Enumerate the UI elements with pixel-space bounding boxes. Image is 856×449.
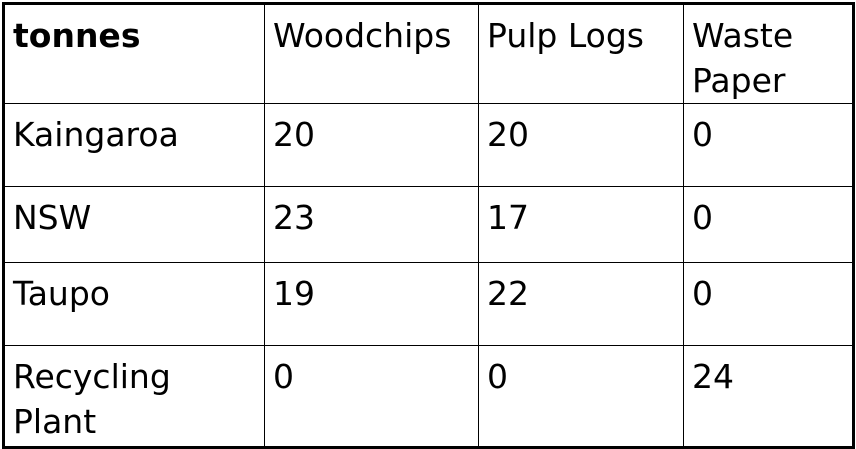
table-cell: 0 xyxy=(264,345,479,448)
column-header-pulp-logs: Pulp Logs xyxy=(478,3,684,104)
row-header-nsw: NSW xyxy=(3,186,265,263)
table-cell: 0 xyxy=(478,345,684,448)
table-cell: 24 xyxy=(683,345,854,448)
table-cell: 0 xyxy=(683,262,854,346)
row-header-recycling-plant: Recycling Plant xyxy=(3,345,265,448)
table-cell: 17 xyxy=(478,186,684,263)
table-cell: 20 xyxy=(264,103,479,187)
table-row: Kaingaroa 20 20 0 xyxy=(3,103,854,187)
table-cell: 20 xyxy=(478,103,684,187)
table-cell: 0 xyxy=(683,186,854,263)
table-row: Recycling Plant 0 0 24 xyxy=(3,345,854,448)
table-row: Taupo 19 22 0 xyxy=(3,262,854,346)
table-header-row: tonnes Woodchips Pulp Logs Waste Paper xyxy=(3,3,854,104)
column-header-woodchips: Woodchips xyxy=(264,3,479,104)
table-cell: 19 xyxy=(264,262,479,346)
row-header-kaingaroa: Kaingaroa xyxy=(3,103,265,187)
table-cell: 0 xyxy=(683,103,854,187)
column-header-waste-paper: Waste Paper xyxy=(683,3,854,104)
corner-header-cell: tonnes xyxy=(3,3,265,104)
table-cell: 22 xyxy=(478,262,684,346)
table-cell: 23 xyxy=(264,186,479,263)
table-row: NSW 23 17 0 xyxy=(3,186,854,263)
row-header-recycling-plant-text: Recycling Plant xyxy=(13,357,171,441)
row-header-taupo: Taupo xyxy=(3,262,265,346)
column-header-waste-paper-text: Waste Paper xyxy=(692,16,794,100)
